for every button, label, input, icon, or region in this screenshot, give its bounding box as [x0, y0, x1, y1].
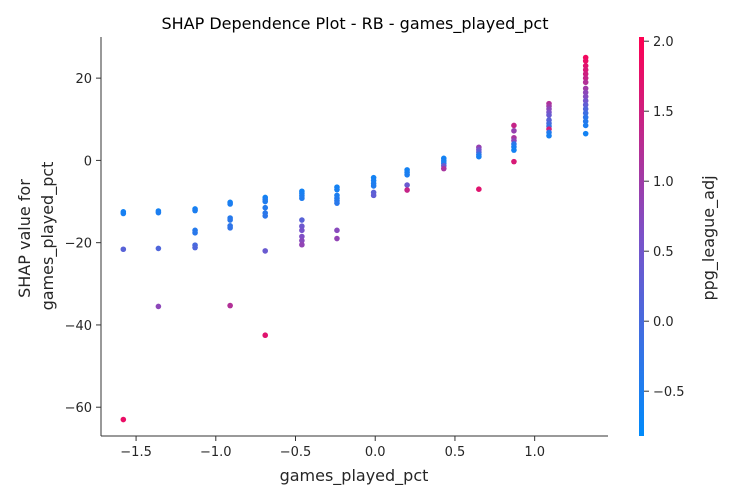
colorbar-tick-label: 0.5 — [653, 245, 674, 260]
scatter-point — [511, 122, 517, 129]
scatter-point — [582, 85, 589, 92]
scatter-point — [546, 112, 552, 118]
scatter-point — [511, 158, 517, 165]
scatter-point — [120, 246, 127, 253]
scatter-point — [299, 233, 305, 240]
scatter-point — [299, 195, 305, 202]
scatter-point — [334, 200, 340, 206]
scatter-point — [192, 207, 198, 214]
scatter-point — [299, 241, 305, 248]
scatter-point — [370, 183, 377, 189]
scatter-point — [582, 79, 589, 86]
scatter-point — [582, 97, 589, 104]
scatter-point — [511, 147, 517, 153]
scatter-point — [227, 225, 233, 231]
scatter-point — [227, 302, 233, 309]
colorbar-tick-label: −0.5 — [653, 385, 685, 400]
y-axis-title-line-2: games_played_pct — [38, 162, 58, 311]
y-tick-label: 20 — [75, 72, 92, 87]
y-tick-label: −20 — [65, 237, 92, 252]
scatter-point — [582, 67, 589, 73]
scatter-point — [192, 229, 198, 236]
scatter-point — [120, 416, 127, 423]
scatter-point — [404, 187, 410, 193]
colorbar-tick-label: 2.0 — [653, 35, 674, 50]
colorbar-tick-label: 1.0 — [653, 175, 674, 190]
scatter-point — [404, 171, 410, 178]
scatter-point — [334, 227, 340, 234]
scatter-point — [582, 110, 589, 116]
scatter-point — [155, 245, 162, 252]
scatter-point — [192, 244, 198, 251]
scatter-point — [262, 332, 269, 339]
scatter-point — [582, 62, 589, 69]
y-axis-title-line-1: SHAP value for — [15, 179, 34, 298]
x-axis-ticks: −1.5 −1.0 −0.5 0.0 0.5 1.0 — [120, 436, 545, 460]
scatter-point — [155, 209, 162, 216]
scatter-point — [227, 217, 233, 223]
scatter-point — [546, 132, 552, 139]
y-tick-label: −40 — [65, 319, 92, 334]
x-tick-label: 0.0 — [365, 445, 386, 460]
x-tick-label: 1.0 — [524, 445, 545, 460]
scatter-point — [299, 217, 305, 223]
colorbar-tick-label: 1.5 — [653, 105, 674, 120]
y-tick-label: 0 — [84, 154, 92, 169]
x-tick-label: 0.5 — [445, 445, 466, 460]
x-tick-label: −1.5 — [120, 445, 152, 460]
plot-area — [120, 54, 589, 423]
scatter-point — [476, 186, 482, 192]
scatter-point — [582, 89, 589, 96]
scatter-point — [582, 102, 589, 108]
y-axis-ticks: −60 −40 −20 0 20 — [65, 72, 101, 416]
scatter-point — [582, 106, 589, 112]
scatter-point — [404, 182, 410, 188]
scatter-point — [582, 114, 589, 121]
scatter-point — [582, 75, 589, 81]
scatter-point — [262, 198, 269, 205]
scatter-point — [582, 71, 589, 77]
scatter-point — [262, 204, 269, 211]
colorbar-ticks: −0.5 0.0 0.5 1.0 1.5 2.0 — [644, 35, 685, 400]
scatter-point — [440, 165, 447, 172]
colorbar-tick-label: 0.0 — [653, 315, 674, 330]
scatter-point — [120, 210, 127, 217]
scatter-point — [582, 118, 589, 125]
y-axis-title: SHAP value for games_played_pct — [15, 162, 58, 311]
chart-title: SHAP Dependence Plot - RB - games_played… — [161, 14, 548, 34]
scatter-point — [476, 153, 482, 160]
scatter-point — [299, 237, 305, 244]
scatter-point — [299, 227, 305, 234]
scatter-point — [155, 303, 162, 310]
scatter-point — [227, 201, 233, 207]
scatter-point — [582, 122, 589, 129]
scatter-point — [511, 127, 517, 134]
x-tick-label: −1.0 — [200, 445, 232, 460]
scatter-point — [334, 186, 340, 193]
scatter-point — [262, 213, 269, 219]
scatter-point — [582, 93, 589, 100]
x-tick-label: −0.5 — [280, 445, 312, 460]
x-axis-title: games_played_pct — [280, 466, 429, 486]
scatter-point — [262, 248, 269, 254]
scatter-point — [582, 58, 589, 64]
scatter-point — [370, 192, 377, 199]
y-tick-label: −60 — [65, 401, 92, 416]
scatter-point — [299, 223, 305, 230]
scatter-point — [582, 130, 589, 137]
scatter-point — [334, 235, 340, 242]
colorbar — [639, 37, 644, 436]
colorbar-label: ppg_league_adj — [699, 175, 719, 300]
